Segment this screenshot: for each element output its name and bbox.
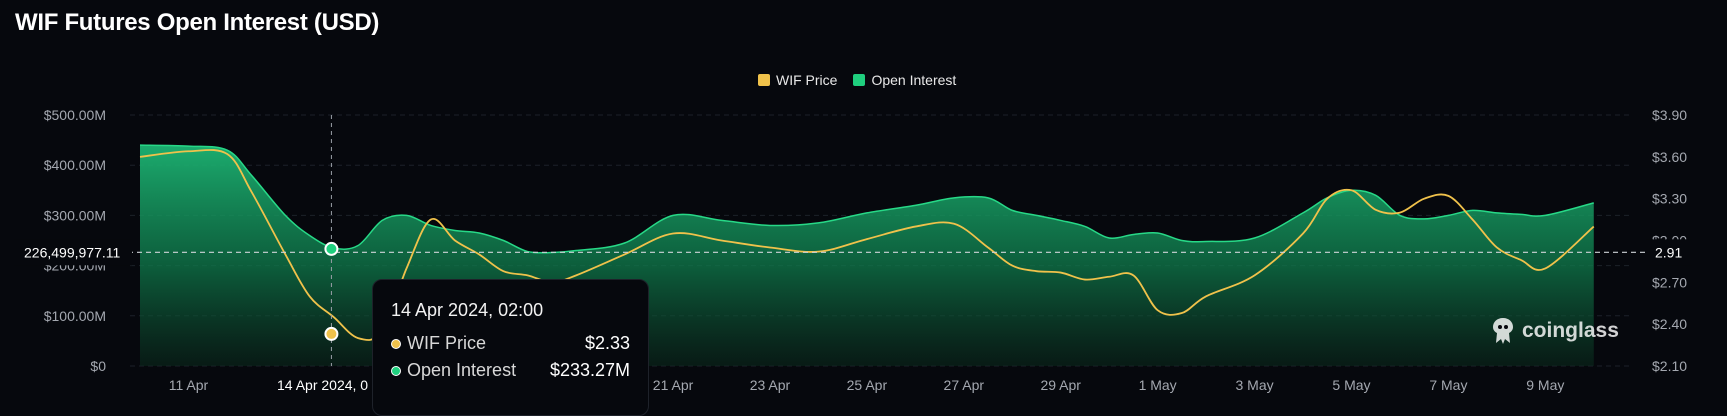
x-tick-label: 25 Apr xyxy=(847,377,888,393)
x-tick-label: 9 May xyxy=(1526,377,1564,393)
hover-tooltip: 14 Apr 2024, 02:00 WIF Price $2.33 Open … xyxy=(372,279,649,416)
x-tick-label: 5 May xyxy=(1332,377,1370,393)
open-interest-line xyxy=(139,144,1594,254)
crosshair-left-label: 226,499,977.11 xyxy=(24,244,120,260)
crosshair-right-label-bg xyxy=(1646,239,1692,266)
legend-label-price: WIF Price xyxy=(776,72,838,88)
tooltip-open-interest-label: Open Interest xyxy=(407,360,517,380)
crosshair-left-label-bg xyxy=(14,239,132,266)
crosshair-x-label-bg xyxy=(268,372,378,398)
y-right-tick-label: $2.40 xyxy=(1652,316,1687,332)
y-right-tick-label: $3.90 xyxy=(1652,107,1687,123)
x-tick-label: 11 Apr xyxy=(169,377,209,393)
coinglass-logo-icon xyxy=(1493,318,1513,344)
coinglass-watermark: coinglass xyxy=(1490,316,1619,346)
x-tick-label: 1 May xyxy=(1139,377,1177,393)
chart-legend: WIF Price Open Interest xyxy=(758,72,956,88)
x-tick-label: 23 Apr xyxy=(750,377,791,393)
y-right-tick-label: $3.60 xyxy=(1652,149,1687,165)
open-interest-area xyxy=(140,145,1594,366)
tooltip-date: 14 Apr 2024, 02:00 xyxy=(391,300,544,320)
watermark-text: coinglass xyxy=(1522,319,1619,342)
y-right-tick-label: $2.10 xyxy=(1652,358,1687,374)
legend-swatch-open-interest xyxy=(853,74,866,86)
legend-item-open-interest[interactable]: Open Interest xyxy=(853,72,956,88)
tooltip-row-price: WIF Price $2.33 xyxy=(391,333,630,354)
crosshair-right-label: 2.91 xyxy=(1655,244,1682,260)
tooltip-price-value: $2.33 xyxy=(584,333,630,353)
y-left-tick-label: $100.00M xyxy=(44,308,106,324)
tooltip-open-interest-value: $233.27M xyxy=(549,360,630,380)
tooltip-price-dot xyxy=(391,338,401,349)
tooltip-price-label: WIF Price xyxy=(407,333,486,353)
x-tick-label: 27 Apr xyxy=(944,377,985,393)
legend-swatch-price xyxy=(758,74,770,86)
legend-label-open-interest: Open Interest xyxy=(871,72,957,88)
crosshair-x-label: 14 Apr 2024, 0 xyxy=(277,377,368,393)
y-right-tick-label: $3.30 xyxy=(1652,191,1687,207)
x-tick-label: 7 May xyxy=(1429,377,1467,393)
y-left-tick-label: $300.00M xyxy=(44,207,106,223)
x-tick-label: 21 Apr xyxy=(653,377,694,393)
hover-point-open-interest xyxy=(324,241,339,256)
tooltip-open-interest-dot xyxy=(391,365,401,376)
y-right-tick-label: $2.70 xyxy=(1652,274,1687,290)
chart-title: WIF Futures Open Interest (USD) xyxy=(15,9,380,36)
hover-point-price xyxy=(324,326,339,341)
y-left-tick-label: $500.00M xyxy=(44,107,106,123)
tooltip-row-open-interest: Open Interest $233.27M xyxy=(391,360,630,381)
legend-item-price[interactable]: WIF Price xyxy=(758,72,837,88)
x-tick-label: 29 Apr xyxy=(1040,377,1081,393)
x-tick-label: 3 May xyxy=(1235,377,1273,393)
y-left-tick-label: $0 xyxy=(90,358,106,374)
y-left-tick-label: $400.00M xyxy=(44,157,106,173)
